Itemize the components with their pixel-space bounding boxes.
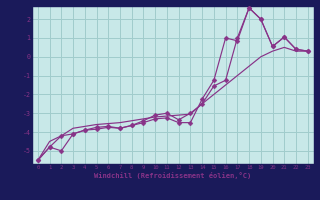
X-axis label: Windchill (Refroidissement éolien,°C): Windchill (Refroidissement éolien,°C): [94, 172, 252, 179]
